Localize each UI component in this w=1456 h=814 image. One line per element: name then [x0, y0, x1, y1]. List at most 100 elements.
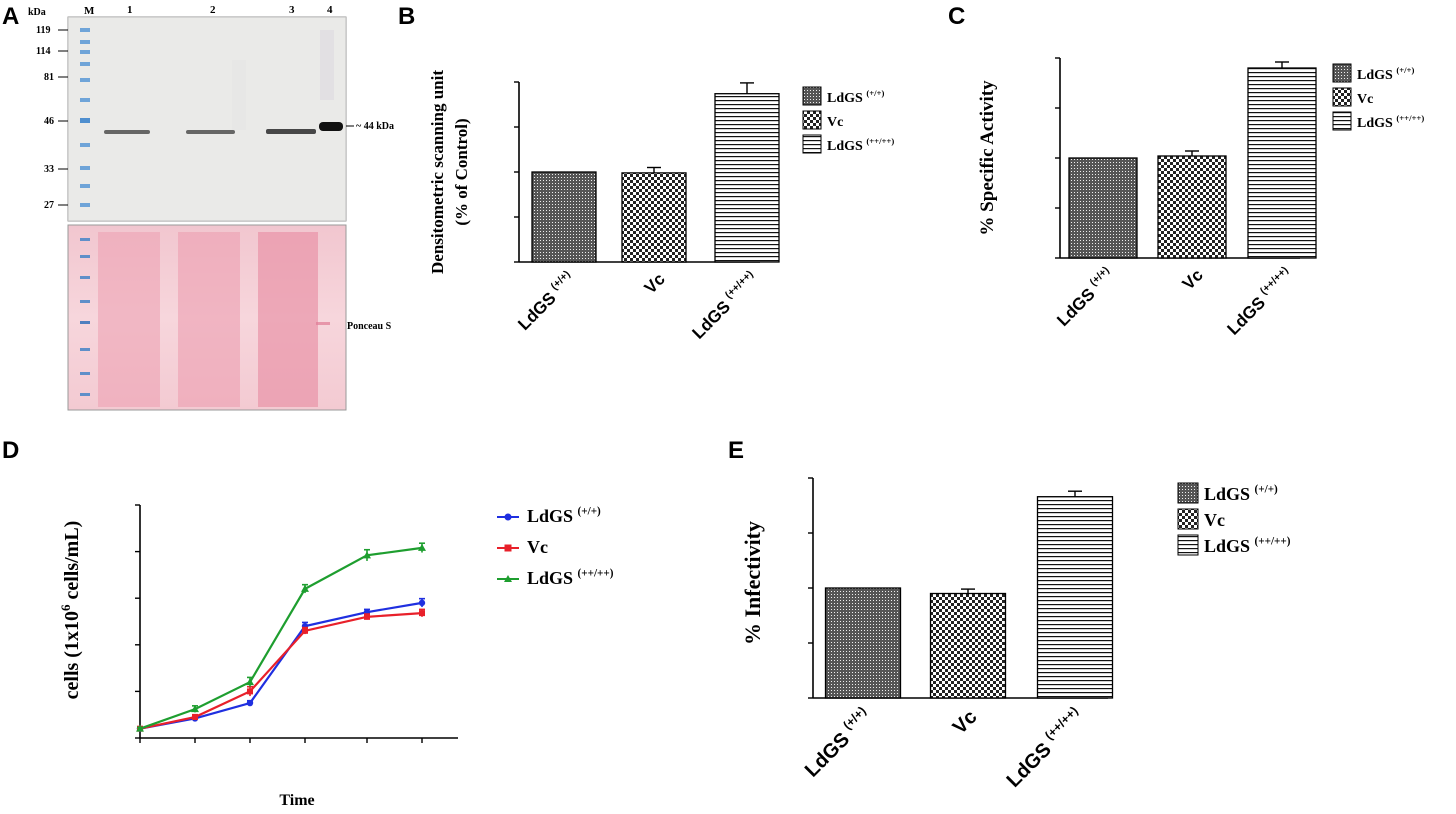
series-0-point-2: [246, 699, 254, 707]
blot-smear-lane-2: [232, 60, 246, 130]
x-category-label-2: LdGS (++/++): [1000, 704, 1088, 792]
legend-oe-label-sup: (++/++): [866, 136, 894, 146]
lane-label-2: 2: [210, 4, 216, 16]
y-axis-label-post: cells/mL): [61, 521, 83, 605]
legend-oe-swatch: [802, 134, 822, 154]
bar-1: [621, 172, 687, 263]
x-category-label-1: Vc: [1179, 265, 1207, 293]
lane-label-m: M: [84, 5, 95, 17]
ladder-band: [80, 184, 90, 188]
chart-e-infectivity: LdGS (+/+) Vc LdGS (++/++) % Infectivity LdG…: [740, 477, 1291, 792]
series-0-point-5: [418, 599, 426, 607]
ladder-band: [80, 40, 90, 44]
ponceau-ladder: [80, 238, 90, 396]
legend-wt-label-sup: (+/+): [866, 88, 884, 98]
blot-background-tone: [68, 17, 346, 221]
bar-0: [531, 171, 597, 263]
y-axis-label: cells (1x106 cells/mL): [58, 521, 83, 700]
blot-band-lane-1: [104, 130, 150, 134]
y-axis-label-line-2: (% of Control): [452, 118, 471, 225]
x-category-label-2-sup: (++/++): [723, 268, 756, 301]
chart-c-specific-activity: LdGS (+/+) Vc LdGS (++/++) % Specific Activ…: [977, 57, 1424, 339]
panel-letter-a: A: [2, 3, 19, 30]
bar-1: [1157, 155, 1227, 259]
ladder-band: [80, 166, 90, 170]
legend-oe-label: LdGS (++/++): [1204, 535, 1291, 556]
x-category-label-0-sup: (+/+): [840, 704, 868, 732]
ponceau-band-lane-4: [316, 322, 330, 325]
legend-vc-swatch: [1177, 508, 1199, 530]
series-1-point-1: [192, 714, 198, 721]
blot-smear-lane-4: [320, 30, 334, 100]
legend-oe-label-sup: (++/++): [578, 567, 614, 579]
legend-oe-swatch: [1332, 111, 1352, 131]
legend-vc-label: Vc: [827, 115, 843, 130]
marker-label-81: 81: [44, 72, 54, 83]
x-category-label-0: LdGS (+/+): [799, 704, 877, 782]
lane-label-1: 1: [127, 4, 133, 16]
y-axis-label-sup: 6: [58, 604, 73, 611]
y-axis-label-line-1: Densitometric scanning unit: [428, 70, 447, 274]
series-line-1: [139, 612, 423, 730]
legend-wt-label: LdGS (+/+): [1357, 65, 1414, 83]
y-axis-label: % Specific Activity: [977, 80, 998, 236]
series-2-point-5: [418, 543, 426, 551]
legend-wt-label: LdGS (+/+): [527, 505, 601, 526]
legend-oe-label: LdGS (++/++): [827, 136, 894, 154]
bar-2: [714, 93, 780, 263]
panel-a: A kDa M 1 2 3 4 119 114 81 46 33 27: [2, 3, 394, 411]
legend-wt-label-sup: (+/+): [578, 505, 602, 517]
ponceau-lane-2: [178, 232, 240, 407]
x-category-label-1: Vc: [949, 706, 982, 739]
legend-oe-swatch: [1177, 534, 1199, 556]
bar-1: [929, 592, 1007, 699]
y-axis-label: % Infectivity: [740, 521, 765, 645]
legend-wt-label-sup: (+/+): [1396, 65, 1414, 75]
legend-oe-label: LdGS (++/++): [1357, 113, 1424, 131]
legend-wt-label: LdGS (+/+): [1204, 483, 1278, 504]
legend-wt-label-sup: (+/+): [1255, 483, 1279, 495]
legend-wt-swatch: [802, 86, 822, 106]
series-line-0: [139, 601, 423, 730]
kda-unit-label: kDa: [28, 7, 46, 18]
ladder-band: [80, 143, 90, 147]
lane-label-4: 4: [327, 4, 333, 16]
series-2-point-0: [136, 724, 144, 732]
ponceau-label: Ponceau S: [347, 321, 392, 332]
panel-letter-b: B: [398, 3, 415, 30]
bar-0: [1068, 157, 1138, 259]
x-category-label-0-sup: (+/+): [1087, 264, 1111, 288]
ladder-band: [80, 203, 90, 207]
legend-vc-swatch: [802, 110, 822, 130]
ladder-band: [80, 50, 90, 54]
marker-label-46: 46: [44, 116, 54, 127]
x-category-label-2-sup: (++/++): [1258, 264, 1291, 297]
ladder-band: [80, 118, 90, 123]
blot-band-lane-3: [266, 129, 316, 134]
series-1-point-3: [302, 627, 308, 634]
marker-label-27: 27: [44, 200, 54, 211]
series-line-2: [139, 546, 423, 730]
ponceau-lane-3: [258, 232, 318, 407]
series-2-point-1: [191, 705, 199, 713]
legend-oe-label-sup: (++/++): [1255, 535, 1291, 547]
legend-wt-label: LdGS (+/+): [827, 88, 884, 106]
legend-oe-marker: [504, 575, 512, 582]
panel-letter-c: C: [948, 3, 965, 30]
series-1-point-2: [247, 688, 253, 695]
x-category-label-2: LdGS (++/++): [1222, 264, 1296, 338]
bar-2: [1036, 496, 1114, 699]
series-1-point-5: [419, 610, 425, 617]
y-axis-label-pre: cells (1x10: [61, 611, 83, 699]
blot-band-lane-4: [319, 122, 343, 131]
ladder-band: [80, 62, 90, 66]
ponceau-lane-1: [98, 232, 160, 407]
x-category-label-0: LdGS (+/+): [513, 268, 579, 334]
legend-wt-swatch: [1177, 482, 1199, 504]
x-category-label-2: LdGS (++/++): [687, 268, 761, 342]
legend-vc-marker: [504, 544, 512, 552]
panel-letter-d: D: [2, 437, 19, 464]
ladder-band: [80, 78, 90, 82]
x-category-label-0: LdGS (+/+): [1052, 264, 1118, 330]
legend-wt-marker: [504, 513, 512, 521]
